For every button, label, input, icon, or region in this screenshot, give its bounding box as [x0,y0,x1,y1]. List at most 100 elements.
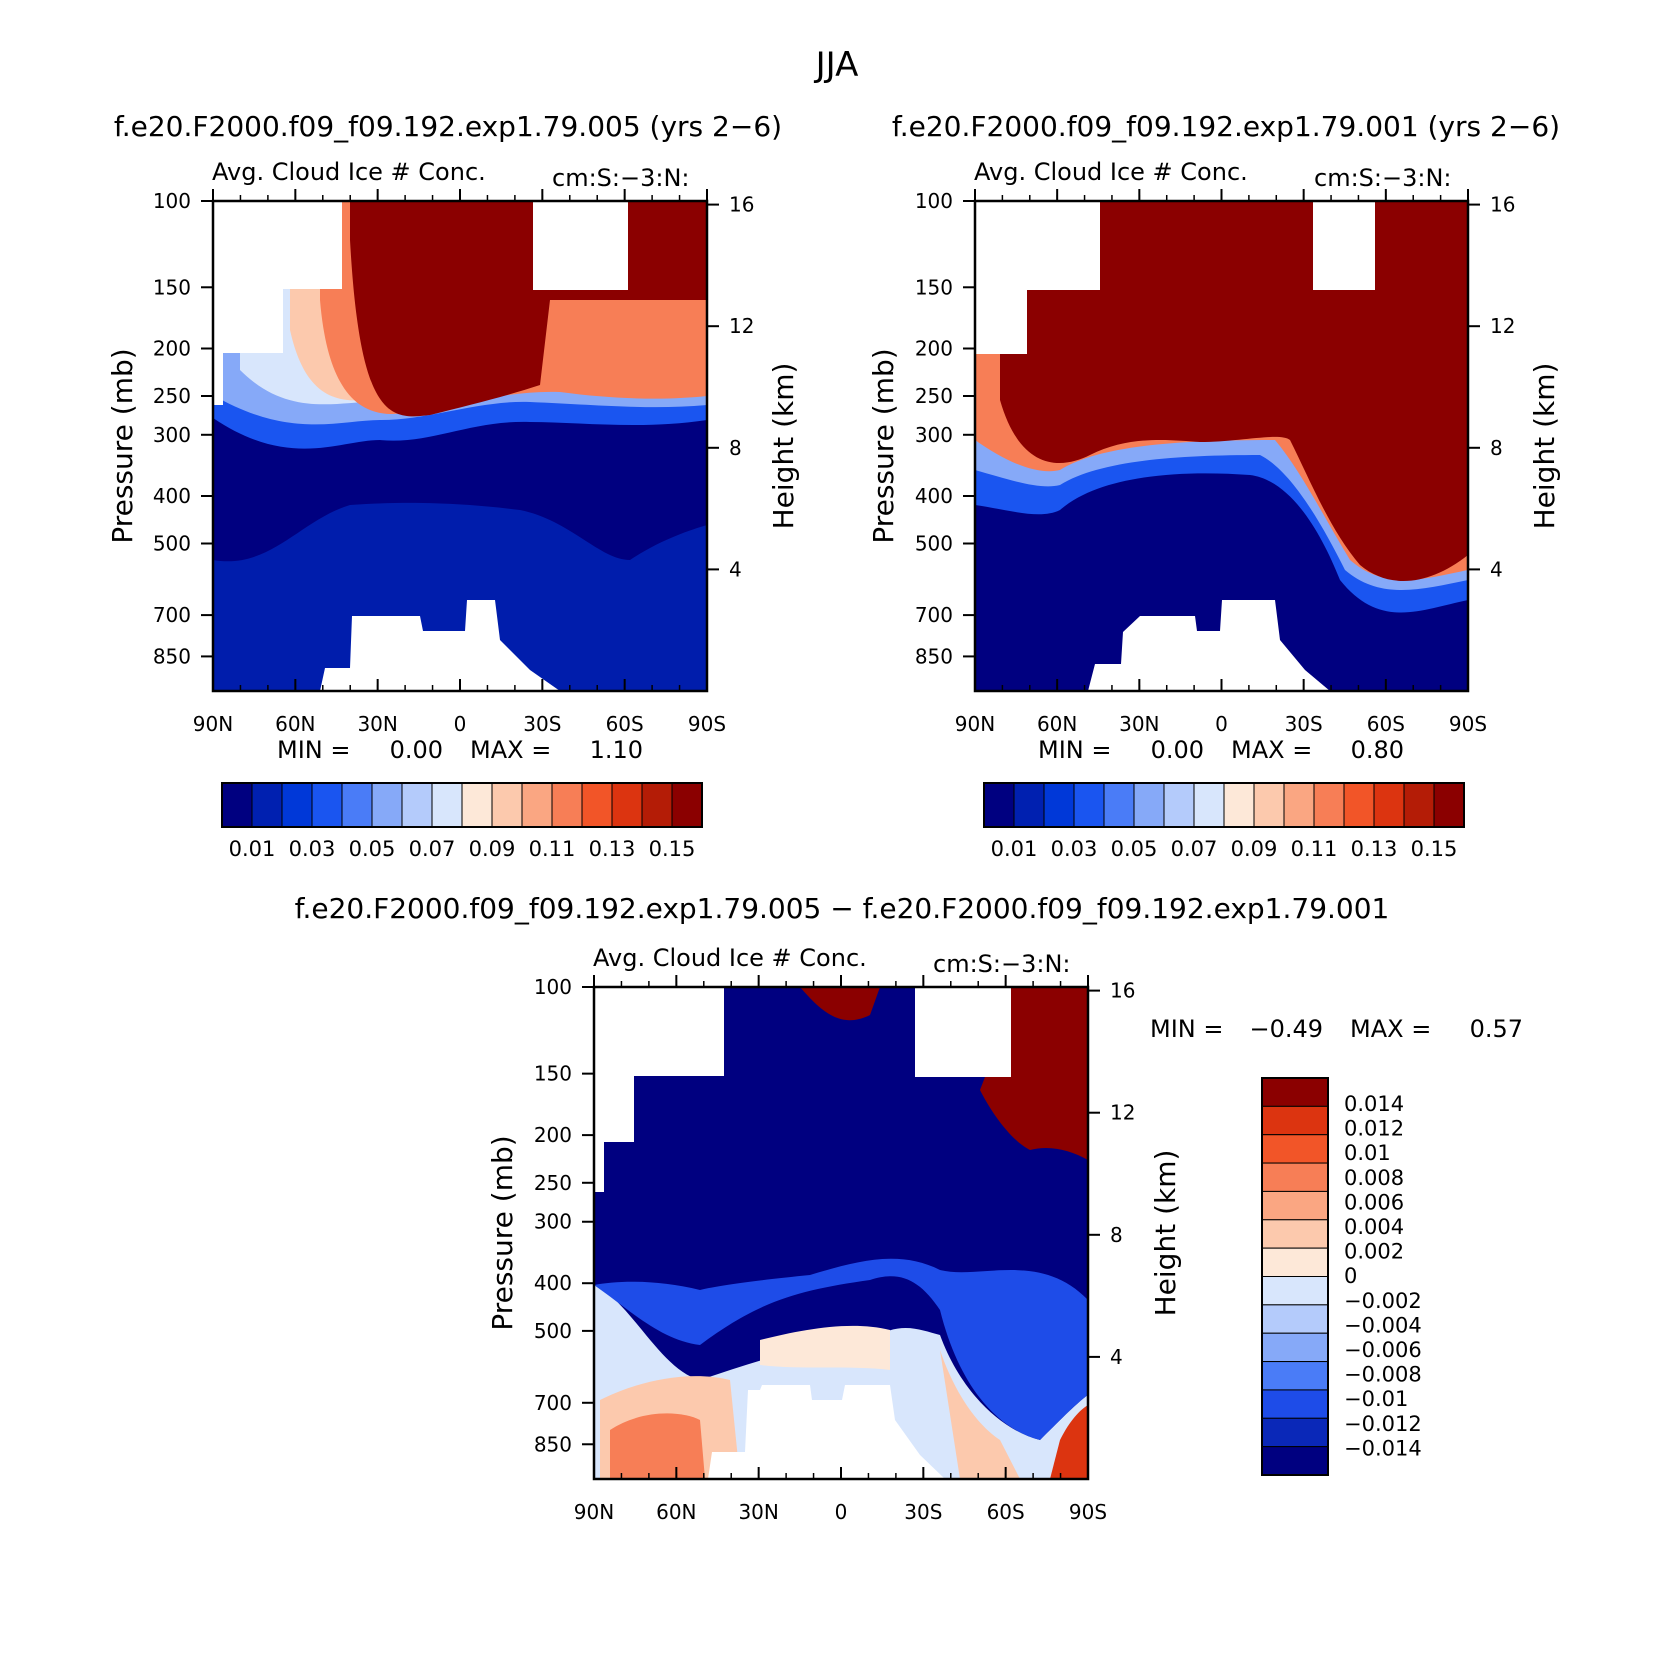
panel-3-colorbar-label: −0.014 [1344,1436,1422,1460]
panel-2-xtick-label: 90S [1449,712,1487,736]
panel-3-colorbar-swatch [1261,1276,1329,1306]
panel-1-colorbar-swatch [461,782,493,828]
panel-3-ytick-label: 400 [534,1271,572,1295]
panel-3-colorbar-border [1261,1077,1329,1476]
panel-1-colorbar-swatch [611,782,643,828]
panel-3-colorbar-swatch [1261,1190,1329,1221]
panel-2-min-label: MIN = [1038,736,1111,764]
panel-1-colorbar-label: 0.11 [529,837,576,861]
panel-3-colorbar-swatch [1261,1417,1329,1448]
panel-3-xtick-label: 60N [656,1500,696,1524]
panel-3-xtick-label: 0 [835,1500,848,1524]
panel-3-colorbar-swatch [1261,1332,1329,1363]
panel-2-colorbar-swatch [1403,782,1435,828]
panel-1-xtick-label: 90S [688,712,726,736]
panel-3-case-title: f.e20.F2000.f09_f09.192.exp1.79.005 − f.… [295,892,1390,925]
panel-2-xtick-label: 30S [1285,712,1323,736]
panel-1-colorbar-swatch [491,782,523,828]
panel-3-xtick-label: 30S [904,1500,942,1524]
panel-3-ytick-label: 300 [534,1210,572,1234]
panel-2-colorbar: 0.01 0.03 0.05 0.07 0.09 0.11 0.13 0.15 [983,782,1465,861]
panel-2-colorbar-label: 0.07 [1171,837,1218,861]
panel-2-colorbar-swatch [1433,782,1465,828]
panel-3-colorbar-label: 0.01 [1344,1141,1391,1165]
panel-2-max-label: MAX = [1231,736,1312,764]
panel-2-xtick-label: 90N [955,712,995,736]
panel-1-units: cm:S:−3:N: [552,164,689,192]
panel-2-variable: Avg. Cloud Ice # Conc. [974,158,1248,186]
panel-2-ylabel-right: Height (km) [1528,363,1561,530]
panel-2-colorbar-label: 0.05 [1111,837,1158,861]
panel-3-ytick-label: 850 [534,1432,572,1456]
panel-2-colorbar-swatch [1103,782,1135,828]
panel-3-ytick-label: 250 [534,1171,572,1195]
panel-1-axes: 90N 60N 30N 0 30S 60S 90S 100 150 200 250 300 400 500… [153,189,754,736]
panel-2-colorbar-swatch [1043,782,1075,828]
panel-3-height-tick-label: 16 [1110,979,1135,1003]
panel-3-colorbar-swatch [1261,1304,1329,1334]
panel-1-ytick-label: 200 [153,337,191,361]
panel-3-colorbar-label: −0.006 [1344,1338,1422,1362]
panel-1-ytick-label: 300 [153,423,191,447]
panel-2-colorbar-swatch [1373,782,1405,828]
panel-2-xtick-label: 60N [1037,712,1077,736]
panel-3-colorbar-label: −0.002 [1344,1289,1422,1313]
panel-2-ylabel: Pressure (mb) [867,348,900,543]
panel-2-height-tick-label: 4 [1490,557,1503,581]
panel-1-ytick-label: 100 [153,189,191,213]
panel-1-max-label: MAX = [470,736,551,764]
panel-2-colorbar-label: 0.09 [1231,837,1278,861]
panel-1-colorbar-swatch [401,782,433,828]
panel-1-xtick-label: 0 [454,712,467,736]
panel-3-colorbar-label: −0.01 [1344,1387,1408,1411]
panel-3-axes: 90N 60N 30N 0 30S 60S 90S 100 150 200 250 300 400 500… [534,975,1135,1524]
panel-3-ylabel-right: Height (km) [1149,1150,1182,1317]
panel-3-colorbar-label: 0 [1344,1264,1357,1288]
panel-1-ytick-label: 700 [153,603,191,627]
panel-2-height-tick-label: 8 [1490,436,1503,460]
panel-1-height-tick-label: 16 [729,193,754,217]
panel-3-xtick-label: 90N [574,1500,614,1524]
panel-1-colorbar-label: 0.13 [589,837,636,861]
panel-1-colorbar-label: 0.09 [469,837,516,861]
panel-1-colorbar-swatch [581,782,613,828]
panel-3-xtick-label: 60S [987,1500,1025,1524]
panel-3-ytick-label: 700 [534,1391,572,1415]
figure-title: JJA [814,45,859,85]
panel-2-ytick-label: 100 [915,189,953,213]
panel-1-colorbar-label: 0.05 [349,837,396,861]
panel-2-colorbar-swatch [1073,782,1105,828]
panel-3-colorbar-label: 0.004 [1344,1215,1404,1239]
panel-1-colorbar-border [221,782,703,828]
panel-3-colorbar-label: 0.008 [1344,1166,1404,1190]
panel-1-ytick-label: 850 [153,644,191,668]
panel-2-colorbar-swatch [1163,782,1195,828]
panel-2-colorbar-swatch [1133,782,1165,828]
panel-1-ytick-label: 400 [153,484,191,508]
panel-1-min-label: MIN = [277,736,350,764]
panel-1-height-tick-label: 8 [729,436,742,460]
panel-1-ytick-label: 500 [153,531,191,555]
panel-1-colorbar-label: 0.15 [649,837,696,861]
panel-1-colorbar-label: 0.01 [229,837,276,861]
panel-1-xtick-label: 30S [523,712,561,736]
panel-2-colorbar-label: 0.03 [1051,837,1098,861]
panel-1-variable: Avg. Cloud Ice # Conc. [212,158,486,186]
panel-2-ytick-label: 850 [915,644,953,668]
panel-3-colorbar-swatch [1261,1219,1329,1249]
panel-2-case-title: f.e20.F2000.f09_f09.192.exp1.79.001 (yrs… [892,110,1560,143]
panel-1-colorbar-swatch [431,782,463,828]
panel-2-colorbar-label: 0.11 [1291,837,1338,861]
panel-3-ytick-label: 500 [534,1319,572,1343]
panel-2-colorbar-swatch [1313,782,1345,828]
panel-3-colorbar-label: −0.008 [1344,1363,1422,1387]
panel-2-colorbar-swatch [1283,782,1315,828]
panel-3-colorbar-swatch [1261,1162,1329,1192]
panel-2-ytick-label: 400 [915,484,953,508]
panel-2-plot-area [975,201,1468,691]
panel-3-colorbar: 0.0140.0120.010.0080.0060.0040.0020−0.00… [1261,1077,1422,1476]
panel-2-colorbar-swatch [1193,782,1225,828]
panel-1-min-value: 0.00 [390,736,443,764]
panel-3-colorbar-label: −0.012 [1344,1412,1422,1436]
panel-2-colorbar-swatch [983,782,1015,828]
